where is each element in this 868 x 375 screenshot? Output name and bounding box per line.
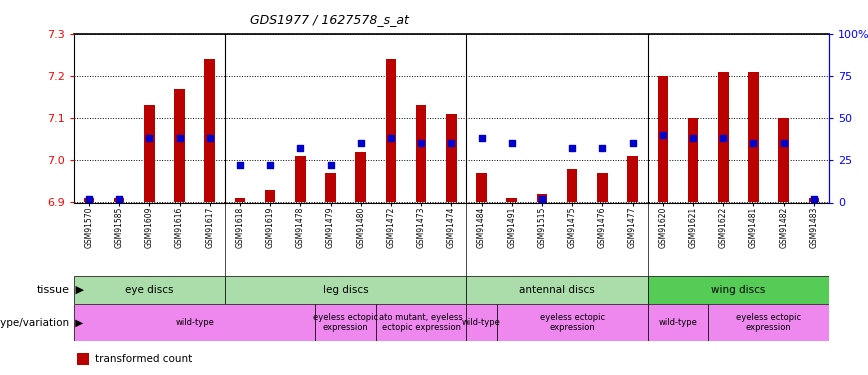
Point	[82, 196, 95, 202]
Bar	[648, 304, 708, 341]
Bar	[315, 304, 376, 341]
Text: transformed count: transformed count	[95, 354, 193, 364]
Point	[565, 146, 579, 152]
Point	[112, 196, 126, 202]
Bar	[687, 118, 698, 202]
Point	[716, 135, 730, 141]
Bar	[507, 198, 517, 202]
Bar	[356, 152, 366, 202]
Point	[263, 162, 277, 168]
Text: wild-type: wild-type	[659, 318, 697, 327]
Bar	[416, 105, 426, 202]
Bar	[446, 114, 457, 202]
Text: ato mutant, eyeless
ectopic expression: ato mutant, eyeless ectopic expression	[379, 313, 463, 332]
Bar	[708, 304, 829, 341]
Bar	[597, 173, 608, 202]
Bar	[234, 198, 245, 202]
Point	[535, 196, 549, 202]
Point	[777, 141, 791, 147]
Text: GDS1977 / 1627578_s_at: GDS1977 / 1627578_s_at	[250, 13, 410, 26]
Bar	[567, 169, 577, 202]
Text: genotype/variation: genotype/variation	[0, 318, 69, 327]
Bar	[658, 76, 668, 202]
Text: ▶: ▶	[72, 285, 84, 295]
Bar	[174, 88, 185, 202]
Bar	[295, 156, 306, 203]
Text: wing discs: wing discs	[711, 285, 766, 295]
Bar	[496, 304, 648, 341]
Point	[384, 135, 398, 141]
Bar	[809, 198, 819, 202]
Text: wild-type: wild-type	[462, 318, 501, 327]
Bar	[466, 304, 496, 341]
Bar	[648, 276, 829, 304]
Bar	[74, 304, 315, 341]
Text: antennal discs: antennal discs	[519, 285, 595, 295]
Point	[293, 146, 307, 152]
Point	[233, 162, 247, 168]
Point	[505, 141, 519, 147]
Bar	[326, 173, 336, 202]
Bar	[265, 190, 275, 202]
Point	[746, 141, 760, 147]
Text: tissue: tissue	[36, 285, 69, 295]
Text: eyeless ectopic
expression: eyeless ectopic expression	[313, 313, 378, 332]
Bar	[144, 105, 155, 202]
Bar	[779, 118, 789, 202]
Bar	[225, 276, 466, 304]
Point	[686, 135, 700, 141]
Bar	[114, 198, 124, 202]
Bar	[718, 72, 728, 202]
Bar	[477, 173, 487, 202]
Text: eyeless ectopic
expression: eyeless ectopic expression	[540, 313, 605, 332]
Bar	[74, 276, 225, 304]
Point	[656, 132, 670, 138]
Point	[595, 146, 609, 152]
Point	[475, 135, 489, 141]
Point	[142, 135, 156, 141]
Point	[414, 141, 428, 147]
Bar	[205, 59, 215, 202]
Point	[626, 141, 640, 147]
Point	[203, 135, 217, 141]
Bar	[376, 304, 466, 341]
Text: wild-type: wild-type	[175, 318, 214, 327]
Bar	[628, 156, 638, 203]
Bar	[748, 72, 759, 202]
Point	[324, 162, 338, 168]
Text: eyeless ectopic
expression: eyeless ectopic expression	[736, 313, 801, 332]
Bar	[385, 59, 396, 202]
Text: ▶: ▶	[72, 318, 83, 327]
Point	[807, 196, 821, 202]
Bar	[536, 194, 547, 202]
Text: leg discs: leg discs	[323, 285, 368, 295]
Point	[444, 141, 458, 147]
Point	[354, 141, 368, 147]
Point	[173, 135, 187, 141]
Bar	[76, 353, 89, 365]
Bar	[83, 198, 94, 202]
Text: eye discs: eye discs	[125, 285, 174, 295]
Bar	[466, 276, 648, 304]
